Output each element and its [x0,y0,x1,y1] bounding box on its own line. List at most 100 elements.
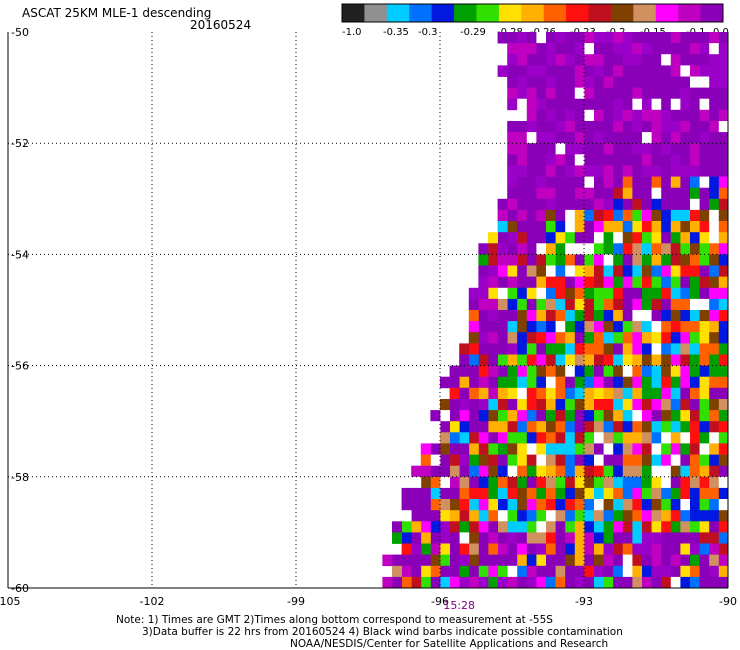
heatmap-cell [584,198,594,211]
heatmap-cell [555,354,566,366]
heatmap-cell [641,143,652,155]
heatmap-cell [564,243,575,255]
heatmap-cell [584,510,594,522]
heatmap-cell [689,43,700,55]
heatmap-cell [536,198,546,211]
heatmap-cell [641,243,652,255]
heatmap-cell [497,198,508,211]
heatmap-cell [632,532,642,544]
heatmap-cell [555,121,566,133]
heatmap-cell [584,65,594,77]
heatmap-cell [708,510,719,522]
heatmap-cell [392,576,402,589]
heatmap-cell [699,298,710,311]
heatmap-cell [516,276,527,289]
heatmap-cell [699,76,710,88]
heatmap-cell [622,532,633,544]
heatmap-cell [545,109,556,122]
heatmap-cell [670,543,681,555]
heatmap-cell [641,554,652,567]
heatmap-cell [593,165,604,177]
heatmap-cell [680,543,690,555]
heatmap-cell [411,476,422,489]
heatmap-cell [680,265,690,277]
heatmap-cell [459,365,470,378]
heatmap-cell [603,87,614,100]
heatmap-cell [718,121,729,133]
heatmap-cell [632,43,642,55]
heatmap-cell [584,276,594,289]
heatmap-cell [651,32,662,44]
heatmap-cell [718,143,729,155]
heatmap-cell [680,499,690,511]
heatmap-cell [488,287,498,300]
heatmap-cell [689,98,700,111]
heatmap-cell [632,487,642,500]
heatmap-cell [651,187,662,200]
heatmap-cell [536,487,546,500]
heatmap-cell [622,243,633,255]
heatmap-cell [574,454,585,467]
heatmap-cell [689,87,700,100]
heatmap-cell [545,565,556,578]
heatmap-cell [497,265,508,277]
heatmap-cell [660,510,671,522]
heatmap-cell [632,132,642,144]
heatmap-cell [497,510,508,522]
heatmap-cell [516,109,527,122]
heatmap-cell [699,465,710,478]
heatmap-cell [574,443,585,455]
heatmap-cell [593,432,604,444]
heatmap-cell [680,476,690,489]
heatmap-cell [401,487,412,500]
heatmap-cell [555,576,566,589]
heatmap-cell [593,232,604,244]
heatmap-cell [536,243,546,255]
heatmap-cell [526,165,537,177]
heatmap-cell [603,243,614,255]
heatmap-cell [699,143,710,155]
heatmap-cell [718,298,729,311]
heatmap-cell [641,165,652,177]
heatmap-cell [564,476,575,489]
heatmap-cell [478,543,489,555]
heatmap-cell [680,532,690,544]
heatmap-cell [680,287,690,300]
heatmap-cell [449,465,460,478]
heatmap-cell [478,287,489,300]
heatmap-cell [689,554,700,567]
heatmap-cell [699,310,710,322]
heatmap-cell [526,454,537,467]
heatmap-cell [468,321,479,333]
heatmap-cell [699,154,710,166]
heatmap-cell [468,476,479,489]
heatmap-cell [564,410,575,422]
heatmap-cell [699,399,710,411]
heatmap-cell [622,109,633,122]
heatmap-cell [708,554,719,567]
heatmap-cell [593,87,604,100]
heatmap-cell [670,476,681,489]
heatmap-cell [584,432,594,444]
heatmap-cell [516,154,527,166]
heatmap-cell [660,109,671,122]
heatmap-cell [488,487,498,500]
heatmap-cell [689,332,700,344]
heatmap-cell [718,343,729,355]
heatmap-cell [689,565,700,578]
heatmap-cell [632,354,642,366]
heatmap-cell [680,365,690,378]
heatmap-cell [584,576,594,589]
heatmap-cell [555,187,566,200]
heatmap-cell [612,187,623,200]
heatmap-cell [516,232,527,244]
heatmap-cell [660,576,671,589]
heatmap-cell [603,221,614,233]
heatmap-cell [651,65,662,77]
heatmap-cell [699,387,710,400]
heatmap-cell [699,54,710,66]
heatmap-cell [632,232,642,244]
heatmap-cell [680,298,690,311]
heatmap-cell [497,254,508,266]
heatmap-cell [516,165,527,177]
